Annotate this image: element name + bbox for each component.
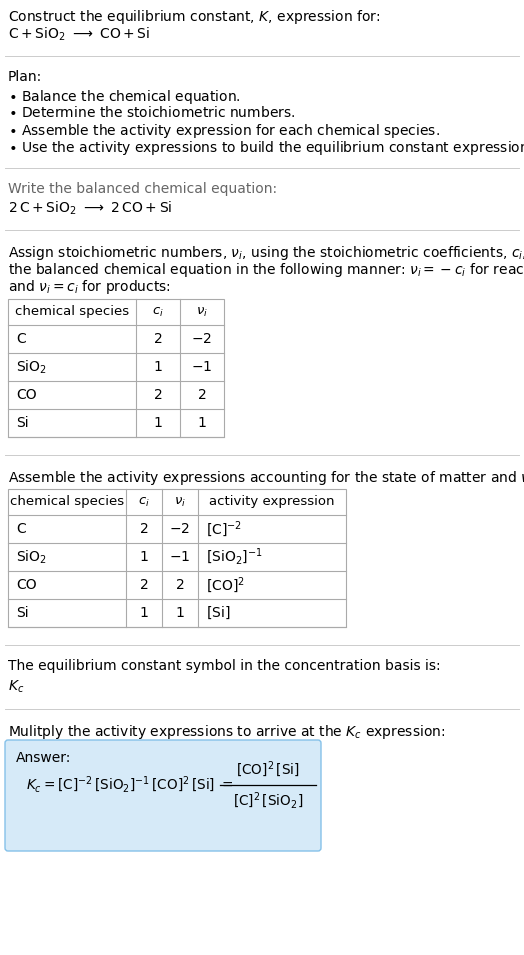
Text: $\mathrm{SiO_2}$: $\mathrm{SiO_2}$ xyxy=(16,548,47,565)
Text: Plan:: Plan: xyxy=(8,70,42,84)
Text: The equilibrium constant symbol in the concentration basis is:: The equilibrium constant symbol in the c… xyxy=(8,659,441,673)
Text: $[\mathrm{Si}]$: $[\mathrm{Si}]$ xyxy=(206,605,231,621)
Text: Assign stoichiometric numbers, $\nu_i$, using the stoichiometric coefficients, $: Assign stoichiometric numbers, $\nu_i$, … xyxy=(8,244,524,262)
Text: $-2$: $-2$ xyxy=(191,332,213,346)
Text: $\nu_i$: $\nu_i$ xyxy=(196,306,208,319)
Text: and $\nu_i = c_i$ for products:: and $\nu_i = c_i$ for products: xyxy=(8,278,171,296)
Text: $\mathrm{SiO_2}$: $\mathrm{SiO_2}$ xyxy=(16,358,47,375)
Text: $[\mathrm{C}]^{-2}$: $[\mathrm{C}]^{-2}$ xyxy=(206,520,242,539)
Text: $-1$: $-1$ xyxy=(169,550,191,564)
Text: $-1$: $-1$ xyxy=(191,360,213,374)
Text: activity expression: activity expression xyxy=(209,496,335,508)
Text: CO: CO xyxy=(16,388,37,402)
Text: $-2$: $-2$ xyxy=(169,522,191,536)
Text: $c_i$: $c_i$ xyxy=(138,496,150,509)
Text: 2: 2 xyxy=(154,388,162,402)
Text: Construct the equilibrium constant, $K$, expression for:: Construct the equilibrium constant, $K$,… xyxy=(8,8,380,26)
Text: CO: CO xyxy=(16,578,37,592)
Text: 1: 1 xyxy=(139,550,148,564)
Text: $1$: $1$ xyxy=(197,416,207,430)
Text: chemical species: chemical species xyxy=(10,496,124,508)
Text: $[\mathrm{CO}]^2\,[\mathrm{Si}]$: $[\mathrm{CO}]^2\,[\mathrm{Si}]$ xyxy=(236,759,300,779)
Text: Write the balanced chemical equation:: Write the balanced chemical equation: xyxy=(8,182,277,196)
Text: the balanced chemical equation in the following manner: $\nu_i = -c_i$ for react: the balanced chemical equation in the fo… xyxy=(8,261,524,279)
Text: Answer:: Answer: xyxy=(16,751,71,765)
Text: $2\,\mathrm{C} + \mathrm{SiO_2}\ \longrightarrow\ 2\,\mathrm{CO} + \mathrm{Si}$: $2\,\mathrm{C} + \mathrm{SiO_2}\ \longri… xyxy=(8,200,172,218)
Text: Si: Si xyxy=(16,606,29,620)
Text: Assemble the activity expressions accounting for the state of matter and $\nu_i$: Assemble the activity expressions accoun… xyxy=(8,469,524,487)
Text: $2$: $2$ xyxy=(176,578,184,592)
Text: $2$: $2$ xyxy=(198,388,206,402)
Text: 1: 1 xyxy=(139,606,148,620)
Bar xyxy=(8,489,346,627)
Text: 2: 2 xyxy=(154,332,162,346)
Text: $[\mathrm{C}]^2\,[\mathrm{SiO_2}]$: $[\mathrm{C}]^2\,[\mathrm{SiO_2}]$ xyxy=(233,791,303,811)
Text: $[\mathrm{SiO_2}]^{-1}$: $[\mathrm{SiO_2}]^{-1}$ xyxy=(206,547,263,567)
Text: 1: 1 xyxy=(154,416,162,430)
Text: $1$: $1$ xyxy=(175,606,185,620)
Text: $\bullet$ Determine the stoichiometric numbers.: $\bullet$ Determine the stoichiometric n… xyxy=(8,105,296,120)
Text: $\nu_i$: $\nu_i$ xyxy=(174,496,186,509)
Text: $\bullet$ Use the activity expressions to build the equilibrium constant express: $\bullet$ Use the activity expressions t… xyxy=(8,139,524,157)
Text: Mulitply the activity expressions to arrive at the $K_c$ expression:: Mulitply the activity expressions to arr… xyxy=(8,723,445,741)
Text: $K_c = [\mathrm{C}]^{-2}\,[\mathrm{SiO_2}]^{-1}\,[\mathrm{CO}]^2\,[\mathrm{Si}]\: $K_c = [\mathrm{C}]^{-2}\,[\mathrm{SiO_2… xyxy=(26,775,233,796)
Text: C: C xyxy=(16,522,26,536)
FancyBboxPatch shape xyxy=(5,740,321,851)
Text: 1: 1 xyxy=(154,360,162,374)
Text: $c_i$: $c_i$ xyxy=(152,306,164,319)
Text: $\bullet$ Assemble the activity expression for each chemical species.: $\bullet$ Assemble the activity expressi… xyxy=(8,122,440,140)
Text: $\mathrm{C} + \mathrm{SiO_2}\ \longrightarrow\ \mathrm{CO} + \mathrm{Si}$: $\mathrm{C} + \mathrm{SiO_2}\ \longright… xyxy=(8,26,150,43)
Text: $[\mathrm{CO}]^2$: $[\mathrm{CO}]^2$ xyxy=(206,575,245,595)
Text: chemical species: chemical species xyxy=(15,306,129,319)
Text: 2: 2 xyxy=(139,522,148,536)
Text: $K_c$: $K_c$ xyxy=(8,679,24,695)
Bar xyxy=(8,299,224,437)
Text: Si: Si xyxy=(16,416,29,430)
Text: $\bullet$ Balance the chemical equation.: $\bullet$ Balance the chemical equation. xyxy=(8,88,241,106)
Text: C: C xyxy=(16,332,26,346)
Text: 2: 2 xyxy=(139,578,148,592)
